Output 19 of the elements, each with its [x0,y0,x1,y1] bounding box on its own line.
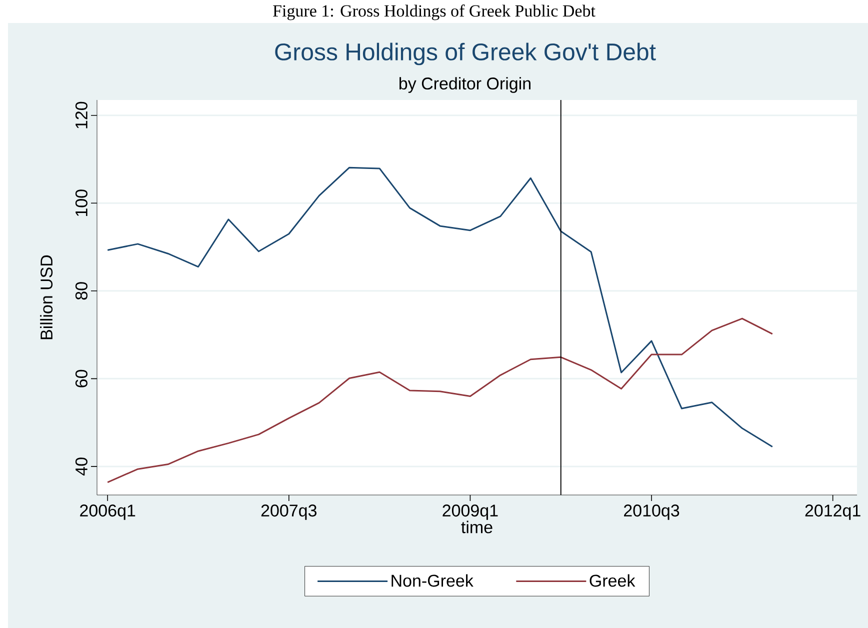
y-tick-label: 60 [75,370,88,388]
y-tick-label: 80 [75,282,88,300]
x-tick-label: 2006q1 [80,504,136,520]
x-tick-label: 2009q1 [442,504,498,520]
caption: Figure 1: Gross Holdings of Greek Public Debt [273,4,596,20]
legend-label: Non-Greek [392,574,474,587]
x-tick-label: 2010q3 [624,504,680,520]
line-series [106,166,774,448]
chart-title: Gross Holdings of Greek Gov't Debt [275,42,656,66]
legend-label: Greek [590,574,636,587]
line-series [106,318,774,484]
y-axis-title: Billion USD [40,255,53,340]
x-tick-label: 2007q3 [261,504,316,520]
y-tick-label: 40 [75,458,88,476]
x-axis-title: time [461,520,492,534]
y-tick-label: 120 [75,102,88,128]
chart-subtitle: by Creditor Origin [399,77,530,93]
y-tick-label: 100 [75,190,88,216]
x-tick-label: 2012q1 [805,504,860,520]
